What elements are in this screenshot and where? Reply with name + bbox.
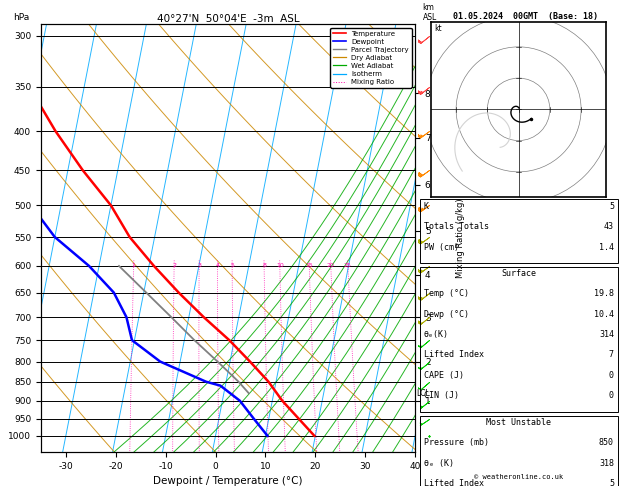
Text: 1: 1 [131, 263, 136, 268]
Text: hPa: hPa [13, 13, 29, 22]
Text: 2: 2 [172, 263, 176, 268]
Text: θₑ (K): θₑ (K) [424, 459, 454, 468]
Text: km
ASL: km ASL [423, 3, 437, 22]
Text: 4: 4 [216, 263, 220, 268]
Text: 850: 850 [599, 438, 614, 448]
Text: 25: 25 [344, 263, 352, 268]
Text: Dewp (°C): Dewp (°C) [424, 310, 469, 319]
Text: 314: 314 [599, 330, 614, 339]
Text: Lifted Index: Lifted Index [424, 479, 484, 486]
Text: K: K [424, 202, 429, 211]
Text: CIN (J): CIN (J) [424, 391, 459, 400]
Text: 7: 7 [609, 350, 614, 360]
Text: kt: kt [434, 24, 442, 33]
Y-axis label: Mixing Ratio (g/kg): Mixing Ratio (g/kg) [455, 198, 465, 278]
Text: 10.4: 10.4 [594, 310, 614, 319]
Text: 318: 318 [599, 459, 614, 468]
X-axis label: Dewpoint / Temperature (°C): Dewpoint / Temperature (°C) [153, 476, 303, 486]
Text: © weatheronline.co.uk: © weatheronline.co.uk [474, 474, 564, 480]
Legend: Temperature, Dewpoint, Parcel Trajectory, Dry Adiabat, Wet Adiabat, Isotherm, Mi: Temperature, Dewpoint, Parcel Trajectory… [330, 28, 411, 88]
Text: 0: 0 [609, 371, 614, 380]
Text: Surface: Surface [501, 269, 537, 278]
Text: Temp (°C): Temp (°C) [424, 289, 469, 298]
Text: 8: 8 [262, 263, 266, 268]
Text: 10: 10 [276, 263, 284, 268]
Text: 20: 20 [327, 263, 335, 268]
Text: 1.4: 1.4 [599, 243, 614, 252]
Text: 43: 43 [604, 222, 614, 231]
Text: Totals Totals: Totals Totals [424, 222, 489, 231]
Text: LCL: LCL [416, 389, 430, 398]
Text: 15: 15 [305, 263, 313, 268]
Text: 5: 5 [609, 479, 614, 486]
Text: Most Unstable: Most Unstable [486, 418, 552, 427]
Text: Lifted Index: Lifted Index [424, 350, 484, 360]
Text: θₑ(K): θₑ(K) [424, 330, 449, 339]
Text: 19.8: 19.8 [594, 289, 614, 298]
Text: 5: 5 [609, 202, 614, 211]
Title: 40°27'N  50°04'E  -3m  ASL: 40°27'N 50°04'E -3m ASL [157, 14, 299, 23]
Text: 0: 0 [609, 391, 614, 400]
Text: 01.05.2024  00GMT  (Base: 18): 01.05.2024 00GMT (Base: 18) [453, 12, 598, 21]
Text: 5: 5 [230, 263, 234, 268]
Text: PW (cm): PW (cm) [424, 243, 459, 252]
Text: CAPE (J): CAPE (J) [424, 371, 464, 380]
Text: Pressure (mb): Pressure (mb) [424, 438, 489, 448]
Text: 3: 3 [197, 263, 201, 268]
